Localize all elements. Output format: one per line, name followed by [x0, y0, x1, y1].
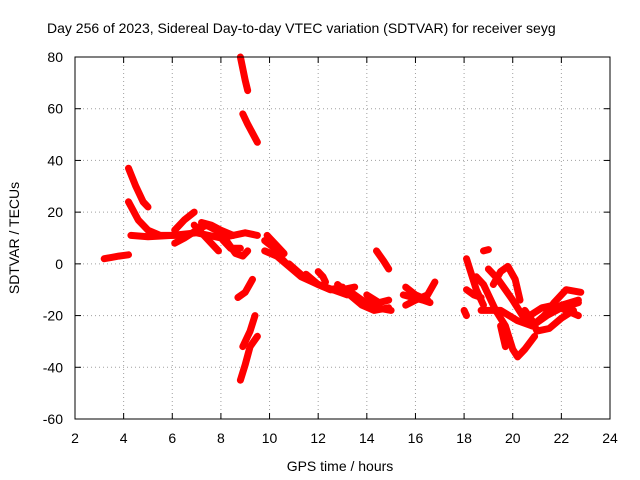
y-tick-label: 40 — [47, 152, 63, 168]
y-tick-label: -20 — [43, 308, 63, 324]
chart-title: Day 256 of 2023, Sidereal Day-to-day VTE… — [47, 20, 556, 36]
series-arc-3 — [125, 198, 181, 239]
series-arc-11 — [239, 110, 261, 146]
x-tick-label: 18 — [456, 430, 472, 446]
series-arc-17 — [263, 231, 288, 257]
x-tick-label: 4 — [120, 430, 128, 446]
y-tick-label: 20 — [47, 204, 63, 220]
series-arc-10 — [236, 53, 252, 95]
x-tick-label: 2 — [71, 430, 79, 446]
x-tick-label: 8 — [217, 430, 225, 446]
axis-ticks — [74, 56, 611, 420]
series-arc-9 — [198, 219, 237, 239]
series-arc-24 — [373, 247, 393, 273]
series-arc-33 — [480, 246, 492, 255]
x-tick-label: 10 — [262, 430, 278, 446]
series-arc-40 — [540, 296, 582, 320]
y-tick-label: 80 — [47, 49, 63, 65]
x-tick-label: 24 — [602, 430, 618, 446]
series-arc-35 — [489, 262, 524, 304]
y-axis-label: SDTVAR / TECUs — [6, 182, 22, 294]
y-tick-label: -40 — [43, 359, 63, 375]
series-arc-20 — [314, 268, 329, 286]
plot-frame — [74, 56, 611, 420]
series-arc-12 — [234, 275, 256, 301]
series-arc-13 — [236, 332, 261, 384]
series-arc-31 — [472, 273, 539, 361]
series-arc-29 — [463, 286, 485, 301]
y-tick-label: -60 — [43, 411, 63, 427]
series-arc-36 — [497, 322, 509, 351]
x-tick-label: 20 — [505, 430, 521, 446]
x-axis-label: GPS time / hours — [287, 458, 394, 474]
x-tick-label: 16 — [408, 430, 424, 446]
series-arc-39 — [526, 301, 582, 320]
y-tick-label: 60 — [47, 101, 63, 117]
series-arc-37 — [521, 306, 577, 335]
series-arc-5 — [171, 208, 198, 234]
series-arc-2 — [125, 164, 152, 211]
x-tick-label: 22 — [554, 430, 570, 446]
series-arc-27 — [399, 291, 434, 307]
x-tick-label: 12 — [310, 430, 326, 446]
series-arc-16 — [261, 247, 346, 294]
x-tick-label: 6 — [168, 430, 176, 446]
data-series — [100, 53, 585, 384]
series-arc-23 — [363, 291, 393, 307]
series-arc-22 — [343, 286, 395, 314]
series-arc-1 — [100, 251, 132, 263]
x-tick-label: 14 — [359, 430, 375, 446]
y-tick-label: 0 — [55, 256, 63, 272]
series-arc-14 — [239, 312, 259, 351]
series-arc-30 — [460, 306, 470, 320]
